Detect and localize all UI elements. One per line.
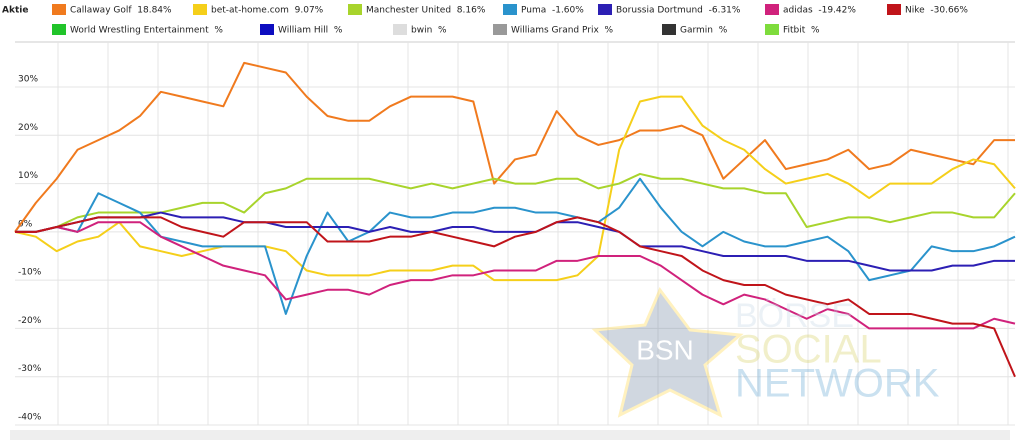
legend-label: Williams Grand Prix % (511, 26, 614, 36)
legend-label: Manchester United 8.16% (366, 6, 486, 16)
y-tick-label: -30% (18, 364, 42, 374)
watermark-logo: BSN (636, 334, 694, 365)
y-tick-label: 0% (18, 219, 33, 229)
watermark-line: BÖRSE (735, 297, 854, 335)
legend-swatch (887, 4, 901, 15)
legend-label: Puma -1.60% (521, 6, 584, 16)
series-line (15, 211, 1015, 272)
legend-header: Aktie (2, 6, 28, 16)
y-tick-label: 30% (18, 75, 38, 85)
legend-label: Borussia Dortmund -6.31% (616, 6, 741, 16)
series-line (14, 95, 1016, 282)
legend-swatch (348, 4, 362, 15)
watermark: BSN BÖRSE SOCIAL NETWORK (591, 287, 940, 418)
legend-swatch (52, 4, 66, 15)
y-tick-label: 10% (18, 171, 38, 181)
legend-swatch (52, 24, 66, 35)
watermark-star (591, 287, 744, 418)
legend-swatch (503, 4, 517, 15)
legend-swatch (765, 4, 779, 15)
legend-swatch (260, 24, 274, 35)
legend-label: Callaway Golf 18.84% (70, 6, 172, 16)
watermark-line: NETWORK (735, 362, 940, 406)
legend-swatch (193, 4, 207, 15)
legend-label: Fitbit % (783, 26, 820, 36)
series-line (15, 216, 1016, 378)
y-tick-label: 20% (18, 123, 38, 133)
legend-swatch (393, 24, 407, 35)
series-line (15, 172, 1016, 233)
legend-label: bwin % (411, 26, 447, 36)
series-line (15, 177, 1016, 315)
y-tick-label: -10% (18, 268, 42, 278)
legend-swatch (662, 24, 676, 35)
watermark-line: SOCIAL (735, 328, 882, 372)
legend-label: Nike -30.66% (905, 6, 968, 16)
series-line (15, 221, 1016, 330)
legend-label: World Wrestling Entertainment % (70, 26, 223, 36)
legend-label: William Hill % (278, 26, 343, 36)
legend-label: Garmin % (680, 26, 728, 36)
scrollbar (10, 430, 1010, 440)
legend-swatch (598, 4, 612, 15)
series-line (14, 61, 1015, 233)
y-tick-label: -20% (18, 316, 42, 326)
legend-label: bet-at-home.com 9.07% (211, 6, 324, 16)
legend-label: adidas -19.42% (783, 6, 856, 16)
y-tick-label: -40% (18, 413, 42, 423)
legend-swatch (493, 24, 507, 35)
legend-swatch (765, 24, 779, 35)
